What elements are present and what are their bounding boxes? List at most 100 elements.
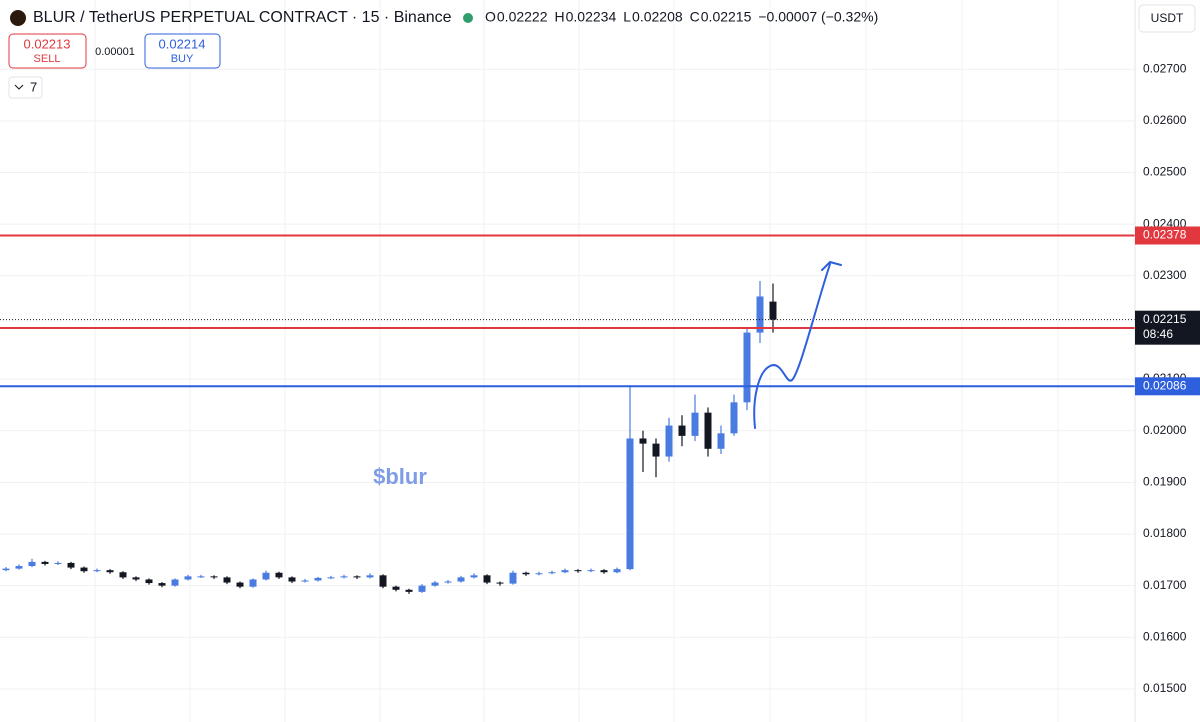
candle-body <box>236 582 244 587</box>
sell-label: SELL <box>34 53 61 65</box>
candle-body <box>769 301 777 320</box>
candle-body <box>197 576 205 578</box>
candle-body <box>678 425 686 436</box>
chevron <box>14 84 24 90</box>
candle-body <box>2 568 10 571</box>
logo <box>10 10 26 26</box>
candle-body <box>223 577 231 583</box>
y-tick-label: 0.02000 <box>1143 423 1187 437</box>
candle-body <box>483 575 491 583</box>
candle-body <box>106 570 114 573</box>
countdown: 08:46 <box>1143 327 1173 341</box>
level-label: 0.02086 <box>1143 378 1187 392</box>
candle-body <box>275 572 283 578</box>
spread: 0.00001 <box>95 46 135 58</box>
y-tick-label: 0.01800 <box>1143 526 1187 540</box>
candle-body <box>756 296 764 333</box>
candle-body <box>288 577 296 582</box>
status-dot <box>463 13 473 23</box>
ohlc-value: 0.02234 <box>566 9 617 25</box>
candle-body <box>535 573 543 575</box>
last-price-tag <box>1135 310 1200 345</box>
currency-button[interactable] <box>1138 4 1196 33</box>
buy-label: BUY <box>171 53 194 65</box>
candle-body <box>548 572 556 574</box>
candle-body <box>626 438 634 570</box>
buy-price: 0.02214 <box>159 36 206 51</box>
y-tick-label: 0.02300 <box>1143 268 1187 282</box>
candle-body <box>379 575 387 587</box>
candle-body <box>353 576 361 578</box>
candle-body <box>171 579 179 586</box>
candle-body <box>93 570 101 572</box>
candle-body <box>184 576 192 580</box>
candle-body <box>158 583 166 586</box>
candle-body <box>418 585 426 592</box>
sell-price: 0.02213 <box>24 36 71 51</box>
candle-body <box>405 589 413 592</box>
candle-body <box>444 581 452 583</box>
candle-body <box>327 577 335 579</box>
change: −0.00007 (−0.32%) <box>758 9 878 25</box>
candle-body <box>119 572 127 578</box>
y-tick-label: 0.01600 <box>1143 629 1187 643</box>
candle-body <box>587 570 595 572</box>
candle-body <box>665 425 673 457</box>
level-label: 0.02378 <box>1143 228 1187 242</box>
sell-button[interactable] <box>8 33 87 69</box>
last-price-label: 0.02215 <box>1143 312 1187 326</box>
symbol: BLUR / TetherUS PERPETUAL CONTRACT · 15 … <box>33 9 452 26</box>
indicator-count: 7 <box>30 79 37 94</box>
ohlc-key: L <box>623 9 631 25</box>
candle-body <box>743 332 751 403</box>
candle-body <box>457 577 465 582</box>
candle-body <box>340 576 348 578</box>
y-tick-label: 0.01500 <box>1143 681 1187 695</box>
ohlc-key: H <box>555 9 565 25</box>
candle-body <box>730 402 738 434</box>
ohlc-value: 0.02208 <box>632 9 683 25</box>
candle-body <box>366 575 374 578</box>
annotation: $blur <box>373 464 427 489</box>
candle-body <box>431 582 439 586</box>
candle-body <box>15 566 23 569</box>
y-tick-label: 0.01700 <box>1143 578 1187 592</box>
y-tick-label: 0.02700 <box>1143 61 1187 75</box>
currency: USDT <box>1151 11 1184 25</box>
ohlc-key: C <box>690 9 700 25</box>
candle-body <box>314 577 322 581</box>
candle-body <box>691 412 699 436</box>
candle-body <box>561 570 569 573</box>
y-tick-label: 0.02500 <box>1143 165 1187 179</box>
candle-body <box>392 586 400 590</box>
y-tick-label: 0.01900 <box>1143 475 1187 489</box>
candle-body <box>80 567 88 572</box>
level-tag <box>1135 226 1200 245</box>
candle-body <box>132 577 140 580</box>
candle-body <box>717 433 725 449</box>
candle-body <box>613 569 621 573</box>
ohlc-value: 0.02215 <box>701 9 752 25</box>
candle-body <box>301 580 309 582</box>
level-tag <box>1135 377 1200 396</box>
candle-body <box>67 562 75 568</box>
y-tick-label: 0.02600 <box>1143 113 1187 127</box>
drawn-arrow <box>753 260 842 429</box>
buy-button[interactable] <box>144 33 221 69</box>
candle-body <box>574 570 582 572</box>
candle-body <box>704 412 712 449</box>
candle-body <box>262 572 270 580</box>
candle-body <box>639 438 647 444</box>
candle-body <box>496 582 504 584</box>
candle-body <box>249 579 257 587</box>
candle-body <box>28 561 36 567</box>
candle-body <box>54 562 62 564</box>
indicator-toggle[interactable] <box>8 76 43 99</box>
time-grid <box>94 0 1059 722</box>
candle-body <box>145 579 153 584</box>
ohlc-key: O <box>485 9 496 25</box>
ohlc-value: 0.02222 <box>497 9 548 25</box>
candle-body <box>652 443 660 457</box>
